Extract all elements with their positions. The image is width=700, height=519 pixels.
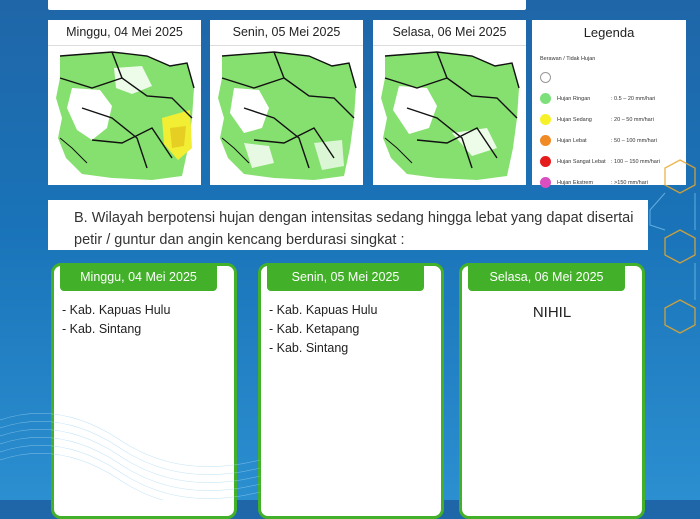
region-item: - Kab. Ketapang [269,322,360,336]
legend-swatch [540,72,551,83]
forecast-panel-day-1: Minggu, 04 Mei 2025 [48,20,201,185]
panel-date: Selasa, 06 Mei 2025 [373,20,526,46]
legend-range: : >150 mm/hari [611,179,648,186]
forecast-panel-day-3: Selasa, 06 Mei 2025 [373,20,526,185]
legend-swatch [540,135,551,146]
region-card-day-1: Minggu, 04 Mei 2025 - Kab. Kapuas Hulu -… [51,263,237,519]
rainfall-map [218,51,357,180]
legend-item: Hujan Sedang : 20 – 50 mm/hari [540,109,686,130]
legend-item: Hujan Lebat : 50 – 100 mm/hari [540,130,686,151]
nihil-text: NIHIL [532,304,572,321]
legend-label: Berawan / Tidak Hujan [540,56,596,62]
legend-label: Hujan Sangat Lebat [557,158,606,165]
legend-range: : 50 – 100 mm/hari [611,137,657,144]
legend-item: Hujan Sangat Lebat : 100 – 150 mm/hari [540,151,686,172]
region-item: - Kab. Sintang [62,322,142,336]
region-item: - Kab. Kapuas Hulu [269,303,378,317]
region-list: - Kab. Kapuas Hulu - Kab. Sintang [62,303,170,341]
legend-swatch [540,93,551,104]
legend-list: Berawan / Tidak Hujan Hujan Ringan : 0.5… [540,51,686,193]
legend-swatch [540,114,551,125]
region-list: - Kab. Kapuas Hulu - Kab. Ketapang - Kab… [269,303,377,360]
region-item: - Kab. Kapuas Hulu [62,303,171,317]
card-date-tab: Selasa, 06 Mei 2025 [468,263,625,291]
legend-label: Hujan Lebat [557,137,587,144]
region-item: - Kab. Sintang [269,341,349,355]
legend-item: Hujan Ringan : 0.5 – 20 mm/hari [540,88,686,109]
forecast-panel-day-2: Senin, 05 Mei 2025 [210,20,363,185]
top-strip [48,0,526,10]
card-date-tab: Senin, 05 Mei 2025 [267,263,424,291]
legend-item [540,67,686,88]
rainfall-map [56,51,195,180]
wave-decoration [0,413,260,500]
section-b-title: B. Wilayah berpotensi hujan dengan inten… [48,200,648,250]
legend-title: Legenda [583,25,635,40]
legend-swatch [540,156,551,167]
region-card-day-3: Selasa, 06 Mei 2025 NIHIL [459,263,645,519]
card-date-tab: Minggu, 04 Mei 2025 [60,263,217,291]
legend-range: : 0.5 – 20 mm/hari [611,95,656,102]
legend-range: : 100 – 150 mm/hari [611,158,660,165]
legend-swatch [540,177,551,188]
legend-item: Hujan Ekstrem : >150 mm/hari [540,172,686,193]
region-card-day-2: Senin, 05 Mei 2025 - Kab. Kapuas Hulu - … [258,263,444,519]
hexagon-decoration [649,159,696,334]
legend-label: Hujan Sedang [557,116,592,123]
panel-date: Senin, 05 Mei 2025 [210,20,363,46]
legend-range: : 20 – 50 mm/hari [611,116,654,123]
legend-panel: Legenda Berawan / Tidak Hujan Hujan Ring… [532,20,686,188]
rainfall-map [381,51,520,180]
legend-label: Hujan Ringan [557,95,591,102]
panel-date: Minggu, 04 Mei 2025 [48,20,201,46]
legend-item: Berawan / Tidak Hujan [540,51,686,67]
legend-label: Hujan Ekstrem [557,179,594,186]
